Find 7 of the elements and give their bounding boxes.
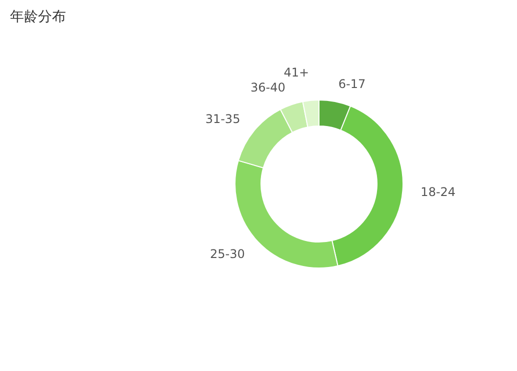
text: 年龄分布 <box>10 9 66 25</box>
slice-label: 18-24 <box>420 185 456 200</box>
slice-label: 6-17 <box>338 76 366 91</box>
slice-label: 36-40 <box>250 80 286 95</box>
slice-label: 25-30 <box>210 247 245 262</box>
slice-label: 31-35 <box>205 112 240 126</box>
slice-label: 41+ <box>284 66 310 80</box>
